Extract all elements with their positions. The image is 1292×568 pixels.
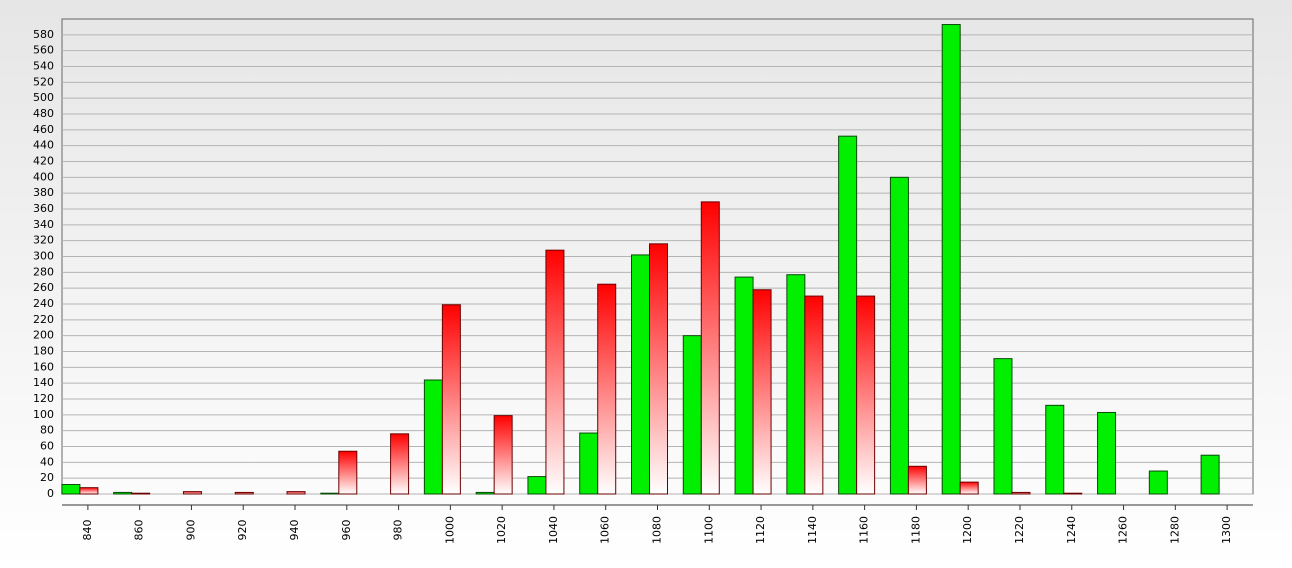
y-tick-label: 200 (33, 329, 54, 342)
x-tick-label: 840 (81, 520, 94, 541)
x-tick-label: 980 (392, 520, 405, 541)
bar (579, 432, 599, 495)
y-tick-label: 440 (33, 139, 54, 152)
bar (993, 358, 1013, 495)
x-tick-label: 900 (184, 520, 197, 541)
y-tick-label: 40 (40, 455, 54, 468)
bar (856, 295, 876, 495)
y-tick-label: 120 (33, 392, 54, 405)
x-tick-label: 1280 (1168, 516, 1181, 544)
x-tick-label: 1140 (806, 516, 819, 544)
bar (61, 484, 81, 495)
bar (527, 476, 547, 495)
bar (941, 24, 961, 495)
bar (649, 243, 668, 495)
bar (131, 492, 151, 495)
y-tick-label: 560 (33, 44, 54, 57)
bar (545, 249, 565, 495)
bar (786, 274, 806, 495)
bar (907, 465, 927, 495)
bar (234, 491, 254, 495)
x-tick-label: 1080 (651, 516, 664, 544)
y-tick-label: 320 (33, 234, 54, 247)
bar (113, 491, 133, 495)
y-tick-label: 60 (40, 440, 54, 453)
x-tick-label: 1060 (599, 516, 612, 544)
bar (597, 283, 617, 495)
bar (1063, 492, 1083, 495)
y-tick-label: 480 (33, 107, 54, 120)
bar (734, 276, 754, 495)
bar (1097, 411, 1117, 495)
bar (475, 491, 495, 495)
y-tick-label: 520 (33, 75, 54, 88)
bar (1045, 404, 1065, 495)
y-tick-label: 260 (33, 281, 54, 294)
bar (338, 450, 358, 495)
x-tick-label: 1180 (909, 516, 922, 544)
bar (286, 491, 306, 495)
bar (1200, 454, 1220, 495)
y-tick-label: 140 (33, 376, 54, 389)
y-tick-label: 360 (33, 202, 54, 215)
bar (1148, 470, 1168, 495)
bar (959, 481, 979, 495)
y-tick-label: 160 (33, 360, 54, 373)
y-tick-label: 540 (33, 60, 54, 73)
y-tick-label: 400 (33, 170, 54, 183)
y-tick-label: 20 (40, 471, 54, 484)
bar (838, 135, 858, 495)
x-tick-label: 1040 (547, 516, 560, 544)
bar (700, 201, 720, 495)
x-tick-label: 1160 (858, 516, 871, 544)
bar (631, 254, 650, 495)
bar (79, 487, 99, 495)
bar (320, 492, 340, 495)
x-tick-label: 920 (236, 520, 249, 541)
x-tick-label: 1020 (495, 516, 508, 544)
y-tick-label: 340 (33, 218, 54, 231)
bar (1011, 491, 1031, 495)
bar (682, 335, 702, 495)
y-tick-label: 0 (47, 487, 54, 500)
bar (752, 289, 772, 495)
y-tick-label: 380 (33, 186, 54, 199)
y-tick-label: 460 (33, 123, 54, 136)
bar (423, 379, 443, 495)
x-tick-label: 1100 (702, 516, 715, 544)
y-tick-label: 280 (33, 265, 54, 278)
x-tick-label: 1300 (1220, 516, 1233, 544)
x-tick-label: 1260 (1117, 516, 1130, 544)
x-tick-label: 1200 (961, 516, 974, 544)
x-tick-label: 1120 (754, 516, 767, 544)
y-tick-label: 220 (33, 313, 54, 326)
x-tick-label: 1000 (443, 516, 456, 544)
x-tick-label: 860 (133, 520, 146, 541)
x-tick-label: 940 (288, 520, 301, 541)
bar (441, 304, 461, 495)
y-tick-label: 240 (33, 297, 54, 310)
bar (889, 176, 909, 495)
bar (390, 433, 410, 495)
x-tick-label: 960 (340, 520, 353, 541)
y-tick-label: 180 (33, 345, 54, 358)
bar (804, 295, 824, 495)
y-tick-label: 80 (40, 424, 54, 437)
y-tick-label: 300 (33, 250, 54, 263)
y-tick-label: 100 (33, 408, 54, 421)
y-tick-label: 580 (33, 28, 54, 41)
y-tick-label: 420 (33, 155, 54, 168)
x-tick-label: 1220 (1013, 516, 1026, 544)
y-tick-label: 500 (33, 91, 54, 104)
x-tick-label: 1240 (1065, 516, 1078, 544)
bar (182, 491, 202, 495)
bar (493, 415, 513, 495)
